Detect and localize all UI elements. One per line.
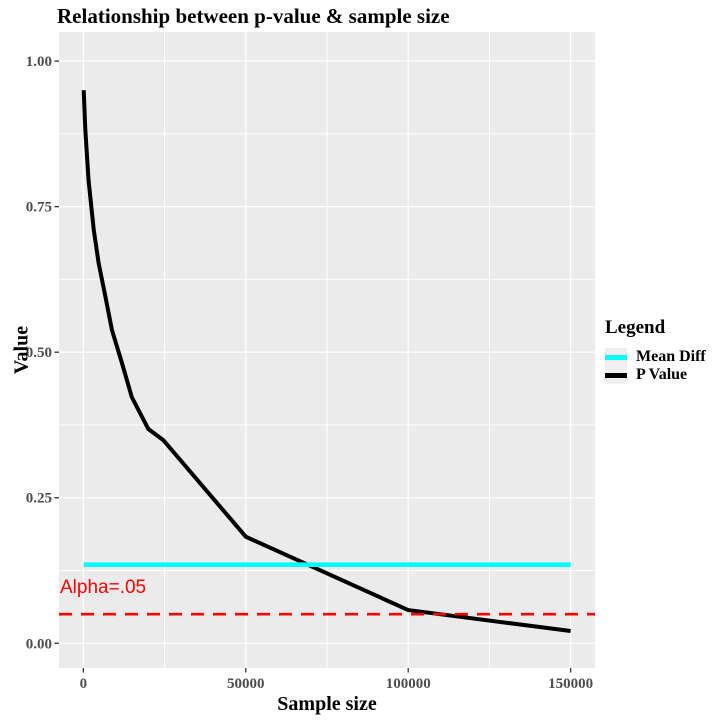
x-axis-title: Sample size bbox=[277, 693, 377, 715]
x-tick-label: 0 bbox=[80, 676, 88, 692]
p-value-line-swatch-icon bbox=[605, 372, 627, 378]
legend-label-mean-diff: Mean Diff bbox=[636, 348, 706, 365]
x-tick-label: 100000 bbox=[386, 676, 431, 692]
legend-label-p-value: P Value bbox=[636, 366, 688, 383]
legend-item-p-value: P Value bbox=[605, 366, 706, 384]
legend: Legend Mean Diff P Value bbox=[605, 317, 706, 384]
legend-key-p-value bbox=[605, 366, 627, 384]
x-tick-label: 50000 bbox=[227, 676, 265, 692]
mean-diff-line-swatch-icon bbox=[605, 354, 627, 360]
legend-item-mean-diff: Mean Diff bbox=[605, 348, 706, 366]
legend-key-mean-diff bbox=[605, 348, 627, 366]
y-axis-title: Value bbox=[10, 325, 33, 375]
p-value-line bbox=[81, 90, 571, 634]
y-tick-label: 0.00 bbox=[26, 636, 52, 652]
x-tick-label: 150000 bbox=[548, 676, 593, 692]
y-tick-label: 0.50 bbox=[26, 345, 52, 361]
alpha-annotation: Alpha=.05 bbox=[60, 577, 147, 598]
y-tick-label: 1.00 bbox=[26, 54, 52, 70]
y-tick-label: 0.25 bbox=[26, 491, 52, 507]
chart-title: Relationship between p-value & sample si… bbox=[57, 4, 450, 28]
legend-title: Legend bbox=[605, 317, 666, 338]
y-tick-label: 0.75 bbox=[26, 200, 52, 216]
